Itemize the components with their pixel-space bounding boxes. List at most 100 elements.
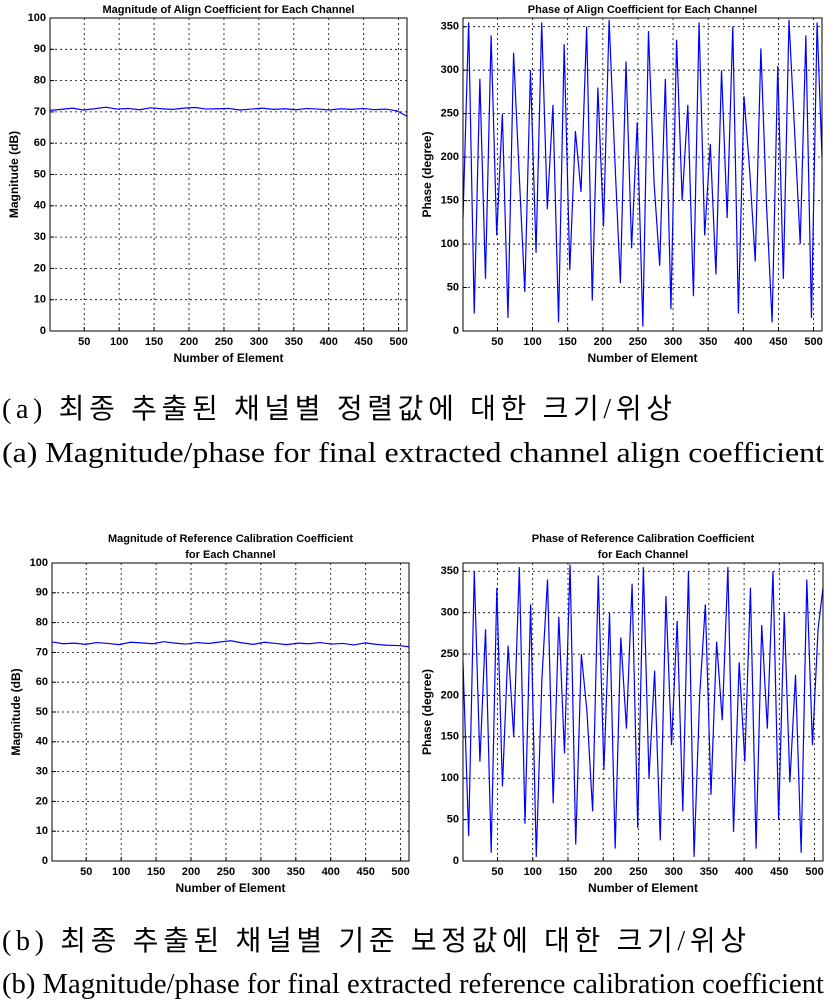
x-tick-label: 150 — [559, 866, 577, 878]
axes-box — [51, 562, 410, 862]
caption: (a) Magnitude/phase for final extracted … — [2, 438, 824, 469]
y-tick-label: 300 — [441, 64, 459, 76]
y-tick-label: 100 — [30, 557, 48, 569]
y-tick-label: 80 — [36, 617, 48, 629]
y-tick-label: 250 — [441, 108, 459, 120]
chart-title: Phase of Reference Calibration Coefficie… — [532, 533, 755, 545]
data-line — [49, 106, 408, 117]
caption: (a) 최종 추출된 채널별 정렬값에 대한 크기/위상 — [2, 393, 672, 425]
y-tick-label: 30 — [36, 766, 48, 778]
y-tick-label: 250 — [441, 648, 459, 660]
y-tick-label: 200 — [441, 151, 459, 163]
x-tick-label: 300 — [664, 336, 682, 348]
y-tick-label: 100 — [28, 12, 46, 24]
chart-title: Magnitude of Reference Calibration Coeff… — [108, 533, 353, 545]
x-tick-label: 150 — [147, 866, 165, 878]
chart-title: for Each Channel — [598, 549, 688, 561]
plot-area — [463, 18, 822, 331]
x-tick-label: 200 — [180, 336, 198, 348]
x-tick-label: 100 — [523, 336, 541, 348]
y-tick-label: 0 — [40, 325, 46, 337]
y-tick-label: 70 — [36, 646, 48, 658]
y-axis-label: Magnitude (dB) — [7, 131, 21, 218]
x-tick-label: 250 — [217, 866, 235, 878]
axes-box — [49, 17, 408, 332]
x-tick-label: 450 — [355, 336, 373, 348]
y-axis-label: Phase (degree) — [420, 131, 434, 217]
y-tick-label: 10 — [34, 294, 46, 306]
y-tick-label: 80 — [34, 75, 46, 87]
x-axis-label: Number of Element — [587, 351, 697, 365]
y-tick-label: 20 — [36, 795, 48, 807]
y-tick-label: 60 — [34, 137, 46, 149]
y-tick-label: 90 — [36, 587, 48, 599]
y-tick-label: 40 — [36, 736, 48, 748]
x-tick-label: 150 — [558, 336, 576, 348]
y-tick-label: 350 — [441, 21, 459, 33]
y-tick-label: 40 — [34, 200, 46, 212]
x-tick-label: 150 — [145, 336, 163, 348]
y-tick-label: 200 — [441, 689, 459, 701]
plot-area — [52, 563, 409, 861]
y-tick-label: 20 — [34, 262, 46, 274]
x-tick-label: 350 — [699, 336, 717, 348]
y-tick-label: 60 — [36, 676, 48, 688]
y-tick-label: 50 — [447, 814, 459, 826]
x-tick-label: 450 — [770, 866, 788, 878]
x-tick-label: 350 — [285, 336, 303, 348]
y-tick-label: 0 — [453, 325, 459, 337]
x-tick-label: 300 — [252, 866, 270, 878]
x-tick-label: 50 — [80, 866, 92, 878]
x-axis-label: Number of Element — [588, 881, 698, 895]
y-tick-label: 350 — [441, 565, 459, 577]
y-tick-label: 10 — [36, 825, 48, 837]
x-axis-label: Number of Element — [175, 881, 285, 895]
x-tick-label: 400 — [735, 866, 753, 878]
x-tick-label: 50 — [491, 866, 503, 878]
x-tick-label: 250 — [215, 336, 233, 348]
x-tick-label: 500 — [391, 866, 409, 878]
x-tick-label: 200 — [182, 866, 200, 878]
y-tick-label: 100 — [441, 772, 459, 784]
x-tick-label: 50 — [491, 336, 503, 348]
plot-area — [50, 18, 407, 331]
x-tick-label: 400 — [320, 336, 338, 348]
y-tick-label: 70 — [34, 106, 46, 118]
chart-title: for Each Channel — [185, 549, 275, 561]
y-tick-label: 150 — [441, 731, 459, 743]
data-line — [51, 640, 410, 648]
x-tick-label: 400 — [322, 866, 340, 878]
data-line — [462, 19, 823, 327]
y-axis-label: Phase (degree) — [420, 669, 434, 755]
y-tick-label: 0 — [453, 855, 459, 867]
x-tick-label: 50 — [78, 336, 90, 348]
x-tick-label: 500 — [804, 336, 822, 348]
x-tick-label: 500 — [805, 866, 823, 878]
x-tick-label: 300 — [664, 866, 682, 878]
caption: (b) 최종 추출된 채널별 기준 보정값에 대한 크기/위상 — [2, 925, 746, 957]
x-tick-label: 100 — [524, 866, 542, 878]
x-tick-label: 300 — [250, 336, 268, 348]
y-tick-label: 30 — [34, 231, 46, 243]
y-tick-label: 50 — [36, 706, 48, 718]
y-axis-label: Magnitude (dB) — [9, 668, 23, 755]
axes-box — [462, 562, 824, 862]
axes-box — [462, 17, 823, 332]
x-tick-label: 250 — [629, 866, 647, 878]
y-tick-label: 50 — [34, 168, 46, 180]
y-tick-label: 50 — [447, 281, 459, 293]
chart-title: Phase of Align Coefficient for Each Chan… — [528, 4, 757, 16]
y-tick-label: 90 — [34, 43, 46, 55]
x-tick-label: 350 — [700, 866, 718, 878]
x-tick-label: 200 — [594, 336, 612, 348]
chart-title: Magnitude of Align Coefficient for Each … — [103, 4, 355, 16]
caption: (b) Magnitude/phase for final extracted … — [2, 969, 824, 1000]
x-tick-label: 400 — [734, 336, 752, 348]
x-tick-label: 100 — [110, 336, 128, 348]
y-tick-label: 300 — [441, 607, 459, 619]
y-tick-label: 150 — [441, 194, 459, 206]
x-tick-label: 450 — [769, 336, 787, 348]
x-tick-label: 450 — [357, 866, 375, 878]
x-tick-label: 100 — [112, 866, 130, 878]
